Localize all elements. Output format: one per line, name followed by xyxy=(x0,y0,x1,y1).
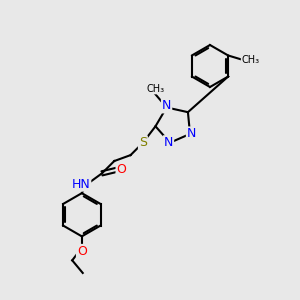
Text: CH₃: CH₃ xyxy=(146,83,164,94)
Text: N: N xyxy=(164,136,173,149)
Text: N: N xyxy=(162,99,171,112)
Text: S: S xyxy=(139,136,147,149)
Text: N: N xyxy=(187,128,196,140)
Text: HN: HN xyxy=(72,178,90,191)
Text: O: O xyxy=(116,163,126,176)
Text: CH₃: CH₃ xyxy=(242,55,260,65)
Text: O: O xyxy=(77,245,87,258)
